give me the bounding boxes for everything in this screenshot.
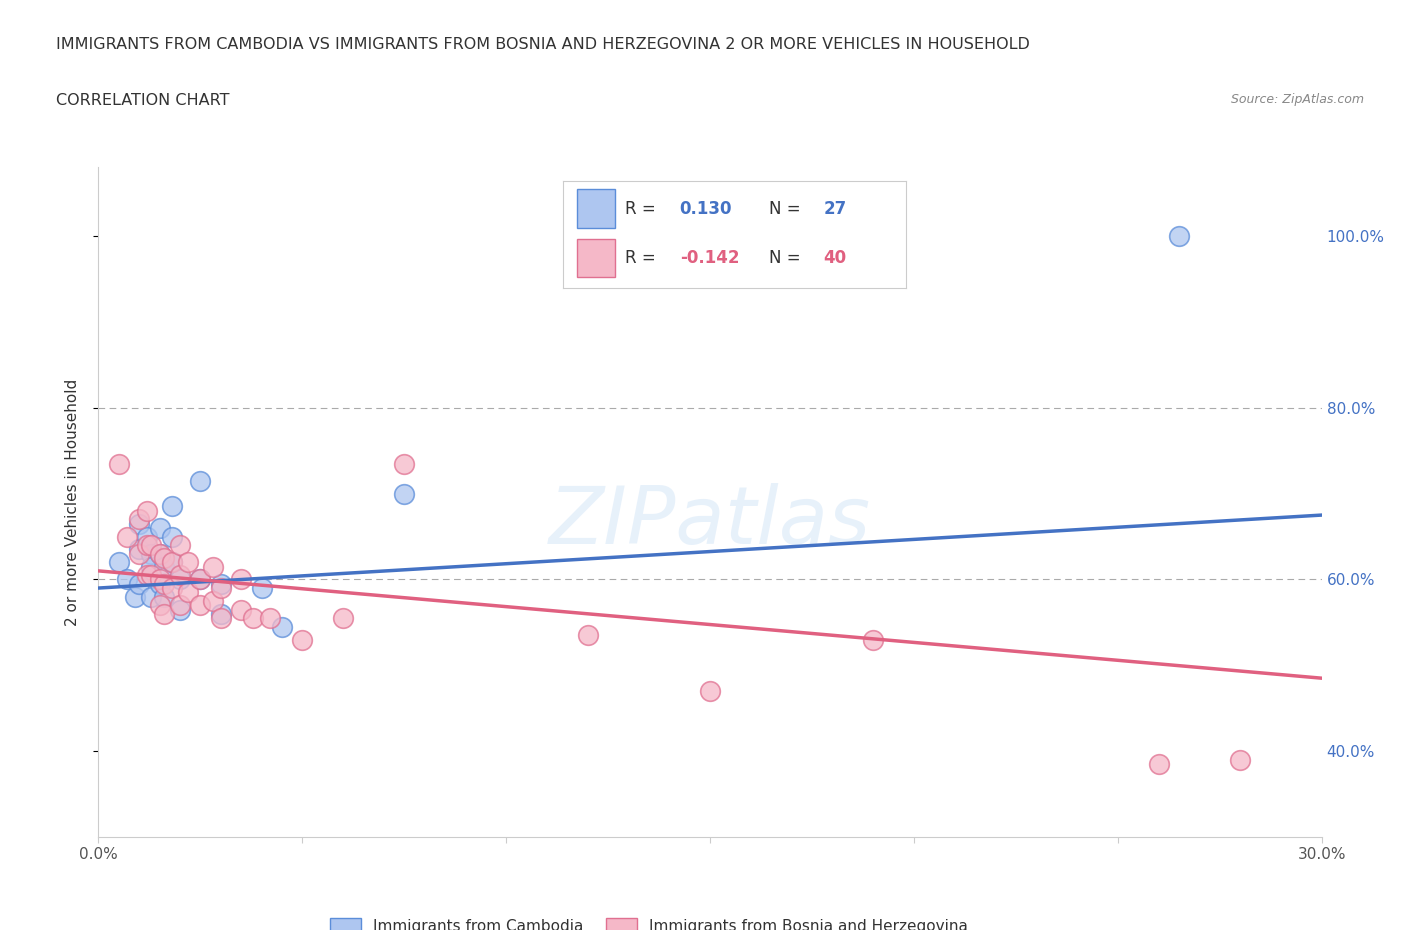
Point: [136, 529, 159, 544]
Point: [149, 577, 172, 591]
Point: [242, 611, 264, 626]
Point: [152, 590, 174, 604]
Point: [188, 572, 212, 587]
Point: [160, 499, 183, 514]
Point: [128, 516, 150, 531]
Point: [136, 503, 159, 518]
Point: [209, 606, 232, 621]
Point: [201, 593, 224, 608]
Point: [115, 529, 138, 544]
Y-axis label: 2 or more Vehicles in Household: 2 or more Vehicles in Household: [65, 379, 80, 626]
Legend: Immigrants from Cambodia, Immigrants from Bosnia and Herzegovina: Immigrants from Cambodia, Immigrants fro…: [323, 911, 974, 930]
Point: [141, 559, 163, 574]
Point: [862, 632, 884, 647]
Point: [188, 598, 212, 613]
Point: [152, 606, 174, 621]
Point: [149, 546, 172, 561]
Point: [152, 551, 174, 565]
Point: [259, 611, 281, 626]
Point: [169, 567, 191, 582]
Point: [169, 538, 191, 552]
Point: [169, 598, 191, 613]
Point: [250, 580, 273, 595]
Point: [152, 559, 174, 574]
Point: [141, 567, 163, 582]
Point: [699, 684, 721, 698]
Point: [108, 456, 131, 471]
Point: [152, 577, 174, 591]
Point: [160, 529, 183, 544]
Point: [141, 546, 163, 561]
Text: CORRELATION CHART: CORRELATION CHART: [56, 93, 229, 108]
Point: [160, 555, 183, 570]
Point: [124, 590, 146, 604]
Point: [160, 580, 183, 595]
Point: [128, 546, 150, 561]
Point: [1147, 757, 1170, 772]
Point: [149, 521, 172, 536]
Point: [209, 611, 232, 626]
Text: IMMIGRANTS FROM CAMBODIA VS IMMIGRANTS FROM BOSNIA AND HERZEGOVINA 2 OR MORE VEH: IMMIGRANTS FROM CAMBODIA VS IMMIGRANTS F…: [56, 37, 1031, 52]
Point: [169, 602, 191, 617]
Point: [270, 619, 294, 634]
Point: [188, 572, 212, 587]
Point: [169, 572, 191, 587]
Point: [108, 555, 131, 570]
Point: [201, 559, 224, 574]
Point: [141, 590, 163, 604]
Point: [209, 577, 232, 591]
Point: [332, 611, 354, 626]
Point: [177, 555, 200, 570]
Point: [128, 512, 150, 526]
Point: [1167, 229, 1189, 244]
Point: [177, 585, 200, 600]
Point: [149, 546, 172, 561]
Point: [136, 567, 159, 582]
Point: [291, 632, 314, 647]
Point: [188, 473, 212, 488]
Point: [149, 572, 172, 587]
Point: [231, 602, 253, 617]
Point: [128, 542, 150, 557]
Text: ZIPatlas: ZIPatlas: [548, 484, 872, 562]
Point: [160, 555, 183, 570]
Point: [149, 598, 172, 613]
Point: [128, 577, 150, 591]
Point: [1229, 752, 1251, 767]
Point: [392, 486, 416, 501]
Text: Source: ZipAtlas.com: Source: ZipAtlas.com: [1230, 93, 1364, 106]
Point: [141, 538, 163, 552]
Point: [115, 572, 138, 587]
Point: [136, 538, 159, 552]
Point: [392, 456, 416, 471]
Point: [209, 580, 232, 595]
Point: [576, 628, 599, 643]
Point: [231, 572, 253, 587]
